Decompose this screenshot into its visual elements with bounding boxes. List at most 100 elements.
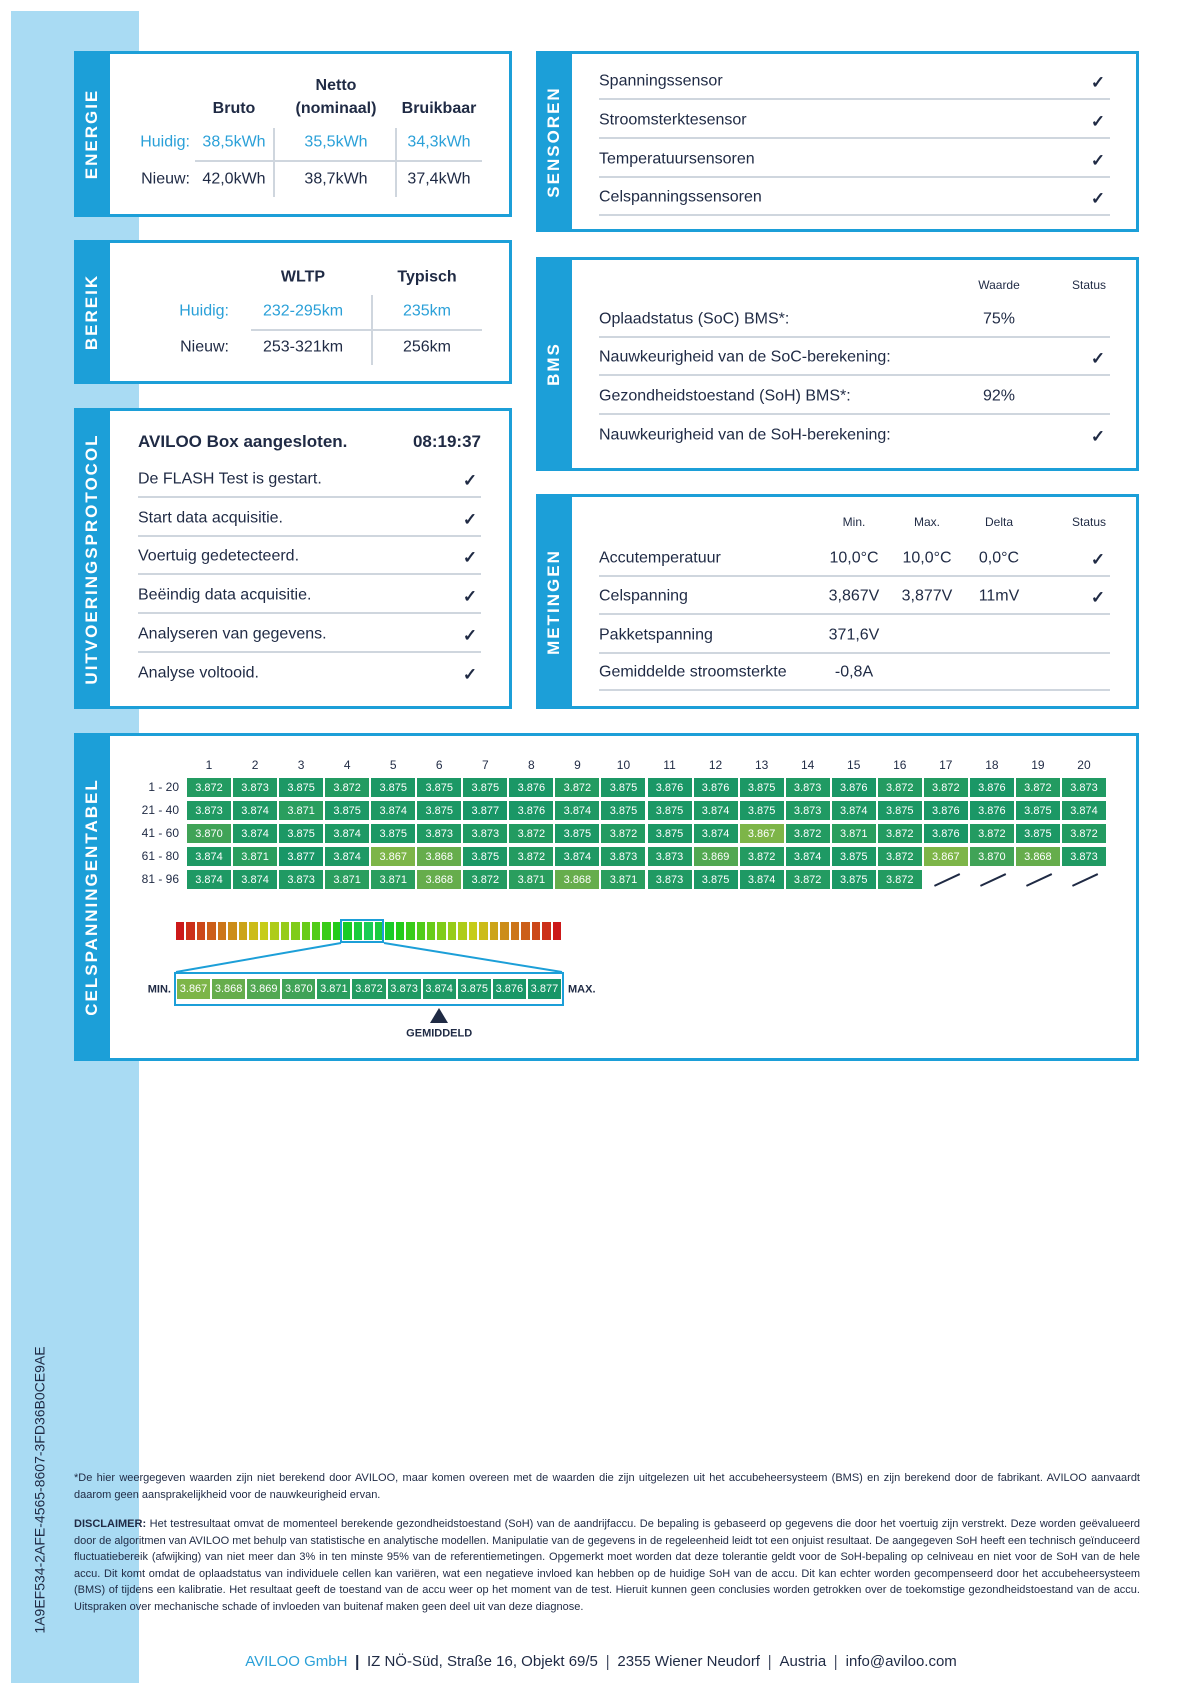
column-number: 20 bbox=[1077, 757, 1091, 772]
cell: 3.874 bbox=[692, 822, 739, 844]
sensor-name: Stroomsterktesensor bbox=[599, 111, 747, 129]
color-bar-segment bbox=[374, 922, 384, 940]
divider bbox=[138, 535, 481, 537]
divider bbox=[599, 689, 1110, 691]
divider bbox=[599, 613, 1110, 615]
column-header: WLTP bbox=[280, 268, 326, 286]
cell: 3.875 bbox=[830, 868, 877, 890]
cell: 3.872 bbox=[876, 822, 923, 844]
cell: 3.873 bbox=[186, 799, 233, 821]
footnote: *De hier weergegeven waarden zijn niet b… bbox=[74, 1472, 1140, 1501]
cell: 3.870 bbox=[186, 822, 233, 844]
cell: 3.875 bbox=[1014, 822, 1061, 844]
cell: 3.875 bbox=[830, 845, 877, 867]
cell: 3.871 bbox=[232, 845, 279, 867]
cell: 3.873 bbox=[416, 822, 463, 844]
scale-cell: 3.876 bbox=[491, 978, 527, 1000]
cell: 3.875 bbox=[370, 776, 417, 798]
row-label: 41 - 60 bbox=[141, 825, 179, 840]
color-bar-segment bbox=[406, 922, 415, 940]
color-bar-segment bbox=[458, 922, 467, 940]
cell: 3.872 bbox=[508, 822, 555, 844]
cell: 3.868 bbox=[416, 845, 463, 867]
column-number: 3 bbox=[297, 757, 305, 772]
measurement-label: Pakketspanning bbox=[599, 626, 713, 644]
cell: 3.871 bbox=[508, 868, 555, 890]
protocol-title: AVILOO Box aangesloten. bbox=[138, 431, 348, 451]
cell: 3.874 bbox=[554, 845, 601, 867]
divider bbox=[599, 214, 1110, 216]
divider bbox=[599, 176, 1110, 178]
footer-country: Austria bbox=[779, 1653, 827, 1670]
column-number: 17 bbox=[939, 757, 953, 772]
scale-min-label: MIN. bbox=[147, 983, 171, 996]
panel-label: UITVOERINGSPROTOCOL bbox=[82, 432, 101, 685]
step-text: Beëindig data acquisitie. bbox=[138, 586, 312, 604]
step-text: Analyseren van gegevens. bbox=[138, 625, 327, 643]
cell: 3.874 bbox=[186, 845, 233, 867]
divider bbox=[599, 98, 1110, 100]
cell: 3.869 bbox=[692, 845, 739, 867]
cell: 3.871 bbox=[600, 868, 647, 890]
color-bar-segment bbox=[489, 922, 499, 940]
value: 3,867V bbox=[828, 587, 880, 605]
row-label: 21 - 40 bbox=[141, 802, 179, 817]
divider bbox=[273, 128, 275, 197]
value: 92% bbox=[982, 387, 1016, 405]
cell: 3.877 bbox=[462, 799, 509, 821]
value: 0,0°C bbox=[978, 549, 1020, 567]
row-label: Huidig: bbox=[179, 302, 229, 320]
disclaimer-text: Het testresultaat omvat de momenteel ber… bbox=[74, 1518, 1140, 1613]
column-number: 16 bbox=[893, 757, 907, 772]
color-bar-segment bbox=[196, 922, 206, 940]
separator bbox=[356, 1654, 358, 1670]
divider bbox=[138, 573, 481, 575]
scale-cell: 3.867 bbox=[176, 978, 212, 1000]
scale-box bbox=[174, 972, 564, 1006]
divider bbox=[599, 652, 1110, 654]
column-number: 11 bbox=[663, 757, 676, 772]
cell: 3.874 bbox=[692, 799, 739, 821]
row-label: Huidig: bbox=[140, 133, 190, 151]
row-label: 1 - 20 bbox=[148, 779, 179, 794]
footer: AVILOO GmbH IZ NÖ-Süd, Straße 16, Objekt … bbox=[245, 1653, 957, 1671]
footer-email: info@aviloo.com bbox=[845, 1653, 957, 1670]
divider bbox=[599, 413, 1110, 415]
scale-cell: 3.870 bbox=[281, 978, 317, 1000]
column-header: Status bbox=[1071, 277, 1107, 292]
step-text: Start data acquisitie. bbox=[138, 509, 283, 527]
cell: 3.872 bbox=[1060, 822, 1107, 844]
cell: 3.875 bbox=[278, 822, 325, 844]
color-bar-segment bbox=[343, 922, 352, 940]
check: ✓ bbox=[462, 664, 478, 684]
color-bar-segment bbox=[176, 922, 185, 940]
cell: 3.875 bbox=[416, 776, 463, 798]
cell: 3.867 bbox=[922, 845, 969, 867]
value: 3,877V bbox=[901, 587, 953, 605]
divider bbox=[138, 496, 481, 498]
cell: 3.872 bbox=[554, 776, 601, 798]
divider bbox=[138, 651, 481, 653]
cell: 3.872 bbox=[922, 776, 969, 798]
cell: 3.875 bbox=[876, 799, 923, 821]
color-bar-segment bbox=[395, 922, 405, 940]
cell: 3.872 bbox=[462, 868, 509, 890]
cell: 3.875 bbox=[1014, 799, 1061, 821]
cell: 3.875 bbox=[738, 776, 785, 798]
check: ✓ bbox=[1090, 587, 1106, 607]
color-bar-segment bbox=[479, 922, 488, 940]
column-header: Min. bbox=[842, 514, 866, 529]
scale-cell: 3.873 bbox=[386, 978, 422, 1000]
cell: 3.875 bbox=[462, 776, 509, 798]
cell: 3.873 bbox=[1060, 776, 1107, 798]
cell: 3.867 bbox=[738, 822, 785, 844]
column-header: Delta bbox=[984, 514, 1014, 529]
cell: 3.871 bbox=[370, 868, 417, 890]
color-bar-segment bbox=[364, 922, 373, 940]
row-label: Nieuw: bbox=[141, 170, 190, 188]
cell: 3.868 bbox=[554, 868, 601, 890]
panel-band bbox=[74, 240, 110, 384]
measurement-label: Accutemperatuur bbox=[599, 549, 721, 567]
cell: 3.874 bbox=[324, 845, 371, 867]
